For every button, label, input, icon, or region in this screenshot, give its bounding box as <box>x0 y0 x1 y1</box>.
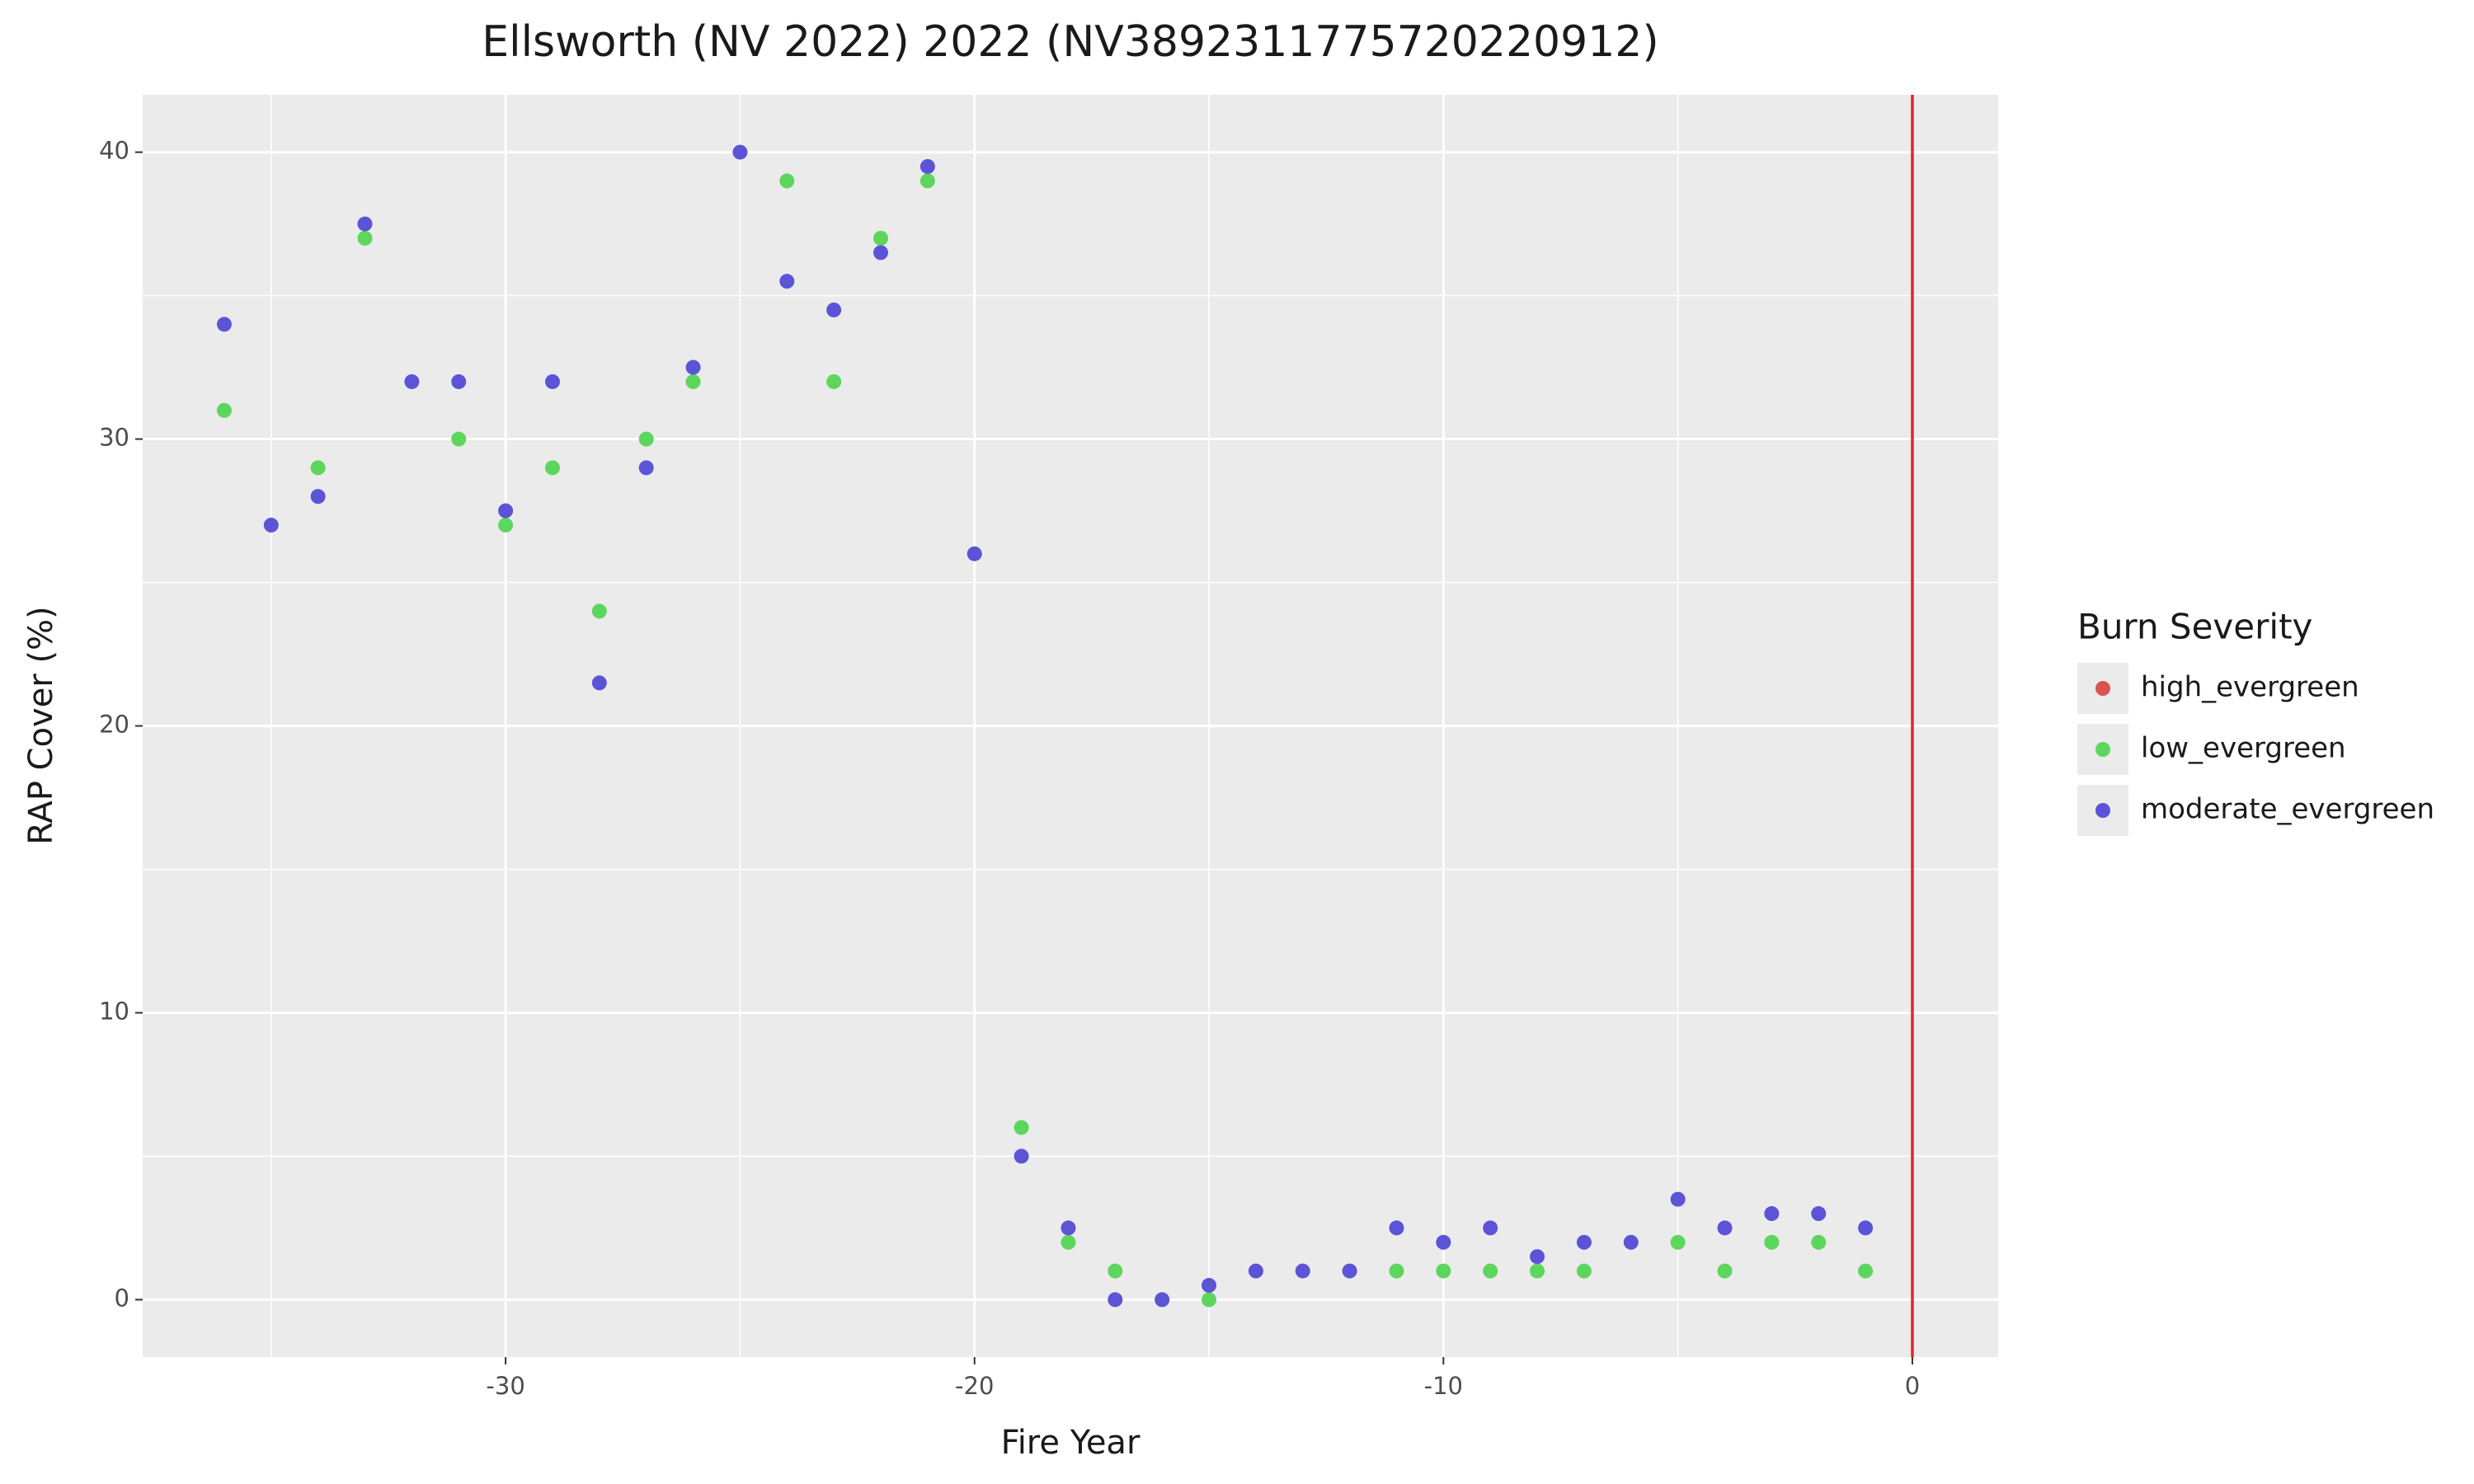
legend-swatch <box>2095 742 2110 757</box>
point <box>1764 1234 1780 1250</box>
point <box>1811 1206 1827 1222</box>
point <box>1530 1263 1545 1279</box>
point <box>544 373 560 389</box>
point <box>1858 1220 1874 1236</box>
point <box>1295 1263 1310 1279</box>
point <box>544 460 560 476</box>
point <box>1436 1234 1451 1250</box>
x-tick-label: -30 <box>486 1372 524 1400</box>
point <box>920 158 935 174</box>
x-tick-label: -10 <box>1424 1372 1463 1400</box>
point <box>872 230 888 246</box>
point <box>310 460 326 476</box>
point <box>967 546 982 561</box>
point <box>920 173 935 189</box>
y-tick-label: 10 <box>99 997 129 1025</box>
point <box>638 431 654 447</box>
point <box>1202 1292 1217 1308</box>
point <box>451 373 467 389</box>
point <box>263 517 279 533</box>
legend-label: moderate_evergreen <box>2141 793 2434 826</box>
point <box>1717 1263 1733 1279</box>
x-tick-label: 0 <box>1905 1372 1920 1400</box>
point <box>1248 1263 1263 1279</box>
legend-label: low_evergreen <box>2141 732 2346 765</box>
point <box>826 302 842 317</box>
y-tick-label: 30 <box>99 424 129 452</box>
point <box>1014 1148 1029 1164</box>
y-tick-label: 20 <box>99 711 129 739</box>
point <box>1483 1220 1498 1236</box>
point <box>1155 1292 1170 1308</box>
point <box>357 216 373 232</box>
point <box>1811 1234 1827 1250</box>
point <box>1623 1234 1639 1250</box>
point <box>779 173 795 189</box>
point <box>1342 1263 1357 1279</box>
point <box>779 274 795 289</box>
legend-label: high_evergreen <box>2141 671 2359 704</box>
point <box>216 317 232 332</box>
point <box>1670 1234 1686 1250</box>
point <box>1576 1234 1592 1250</box>
point <box>1436 1263 1451 1279</box>
point <box>638 460 654 476</box>
point <box>1764 1206 1780 1222</box>
point <box>498 517 514 533</box>
y-tick-label: 40 <box>99 137 129 165</box>
point <box>826 373 842 389</box>
point <box>451 431 467 447</box>
y-tick-label: 0 <box>115 1284 129 1312</box>
point <box>1483 1263 1498 1279</box>
point <box>1670 1191 1686 1207</box>
point <box>1717 1220 1733 1236</box>
point <box>498 503 514 519</box>
y-axis-title: RAP Cover (%) <box>22 606 60 844</box>
point <box>1014 1120 1029 1135</box>
point <box>357 230 373 246</box>
x-tick-label: -20 <box>955 1372 994 1400</box>
point <box>685 373 701 389</box>
point <box>1389 1263 1404 1279</box>
point <box>872 245 888 261</box>
point <box>591 603 607 619</box>
point <box>591 675 607 691</box>
chart-title: Ellsworth (NV 2022) 2022 (NV389231177572… <box>482 17 1658 67</box>
point <box>1202 1278 1217 1294</box>
point <box>1389 1220 1404 1236</box>
point <box>1108 1263 1123 1279</box>
legend-swatch <box>2095 803 2110 818</box>
point <box>404 373 420 389</box>
legend-title: Burn Severity <box>2077 607 2312 647</box>
point <box>1530 1249 1545 1265</box>
point <box>732 144 748 160</box>
point <box>685 359 701 375</box>
legend-swatch <box>2095 681 2110 696</box>
point <box>310 489 326 505</box>
point <box>1858 1263 1874 1279</box>
point <box>1061 1220 1076 1236</box>
point <box>1061 1234 1076 1250</box>
x-axis-title: Fire Year <box>1001 1424 1141 1462</box>
point <box>1108 1292 1123 1308</box>
point <box>1576 1263 1592 1279</box>
point <box>216 402 232 418</box>
